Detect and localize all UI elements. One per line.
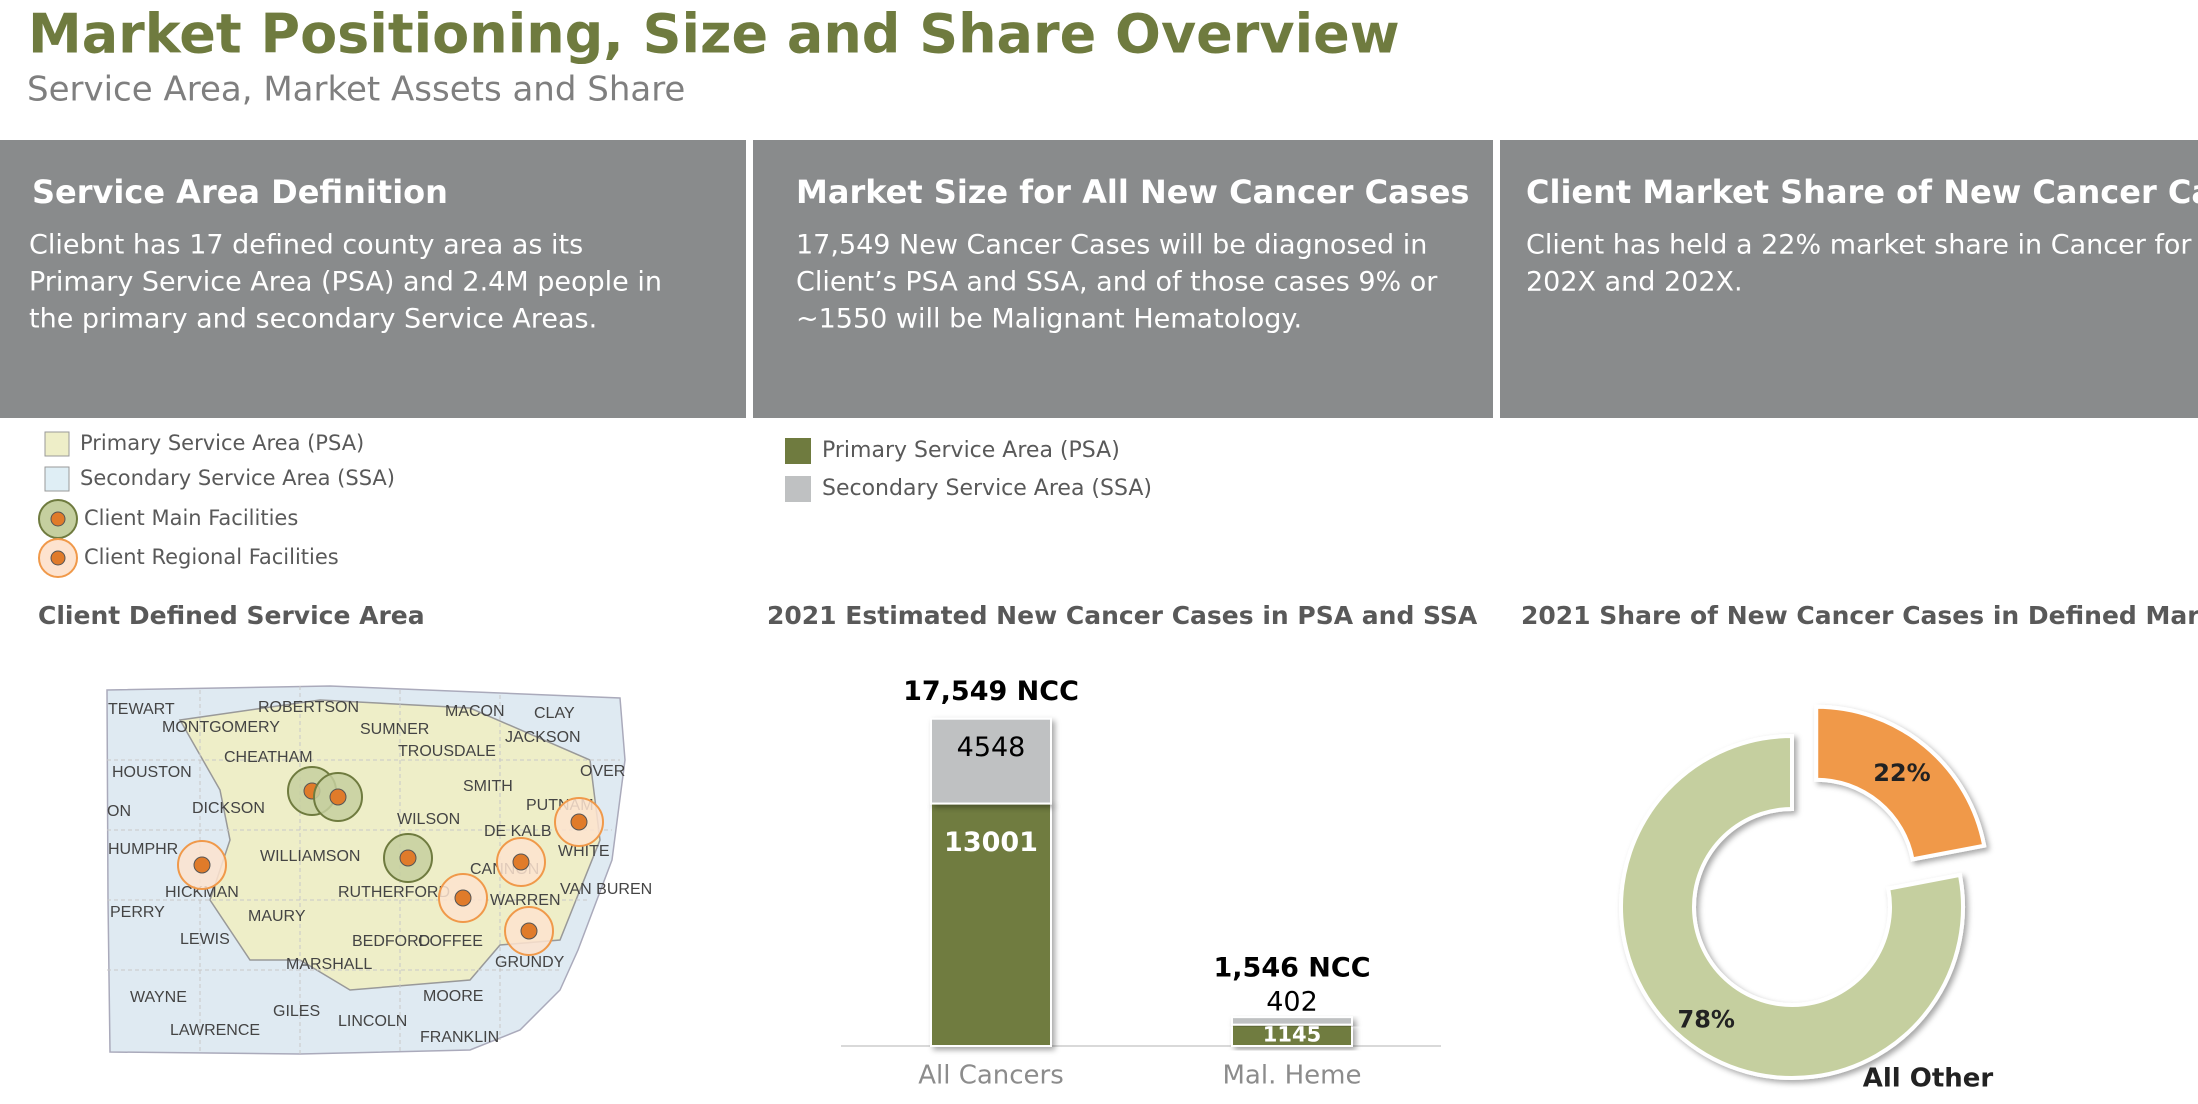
x-tick-label: All Cancers [918, 1061, 1064, 1091]
county-label: RUTHERFORD [338, 884, 450, 901]
panel-heading: Market Size for All New Cancer Cases [796, 173, 1469, 211]
county-label: FRANKLIN [420, 1029, 499, 1046]
county-label: MOORE [423, 988, 483, 1005]
county-label: SMITH [463, 778, 513, 795]
facility [329, 788, 347, 806]
county-label: JACKSON [505, 729, 581, 746]
county-label: LAWRENCE [170, 1022, 260, 1039]
county-label: DE KALB [484, 823, 552, 840]
panel-heading: Service Area Definition [32, 173, 448, 211]
value-label: 13001 [944, 827, 1038, 858]
total-label: 1,546 NCC [1213, 953, 1370, 984]
panel-text: Client has held a 22% market share in Ca… [1526, 230, 2192, 261]
x-tick-label: Mal. Heme [1223, 1061, 1362, 1091]
map-title: Client Defined Service Area [38, 601, 425, 630]
facility [193, 856, 211, 874]
county-label: HOUSTON [112, 764, 192, 781]
county-label: CHEATHAM [224, 749, 313, 766]
county-label: WAYNE [130, 989, 187, 1006]
legend-label: Client Regional Facilities [84, 545, 339, 569]
panel [1500, 140, 2198, 418]
county-label: COFFEE [418, 933, 483, 950]
county-label: LEWIS [180, 931, 230, 948]
panel [753, 140, 1493, 418]
county-label: LINCOLN [338, 1013, 407, 1030]
bar [930, 717, 1052, 805]
panel [0, 140, 746, 418]
county-label: GRUNDY [495, 954, 565, 971]
legend-swatch [44, 466, 70, 492]
bar [1231, 1016, 1353, 1026]
panel-text: 202X and 202X. [1526, 267, 1743, 298]
value-label: 1145 [1263, 1022, 1321, 1046]
county-label: VAN BUREN [560, 881, 652, 898]
legend-label: Secondary Service Area (SSA) [80, 466, 395, 490]
county-label: OVER [580, 763, 625, 780]
county-label: TROUSDALE [398, 743, 496, 760]
donut-slice [1814, 704, 1987, 862]
category-label: All Other [1863, 1064, 1994, 1094]
county-label: WILLIAMSON [260, 848, 360, 865]
panel-text: Primary Service Area (PSA) and 2.4M peop… [29, 267, 662, 298]
county-label: MACON [445, 703, 505, 720]
county-label: TEWART [108, 701, 175, 718]
legend-icon [50, 550, 66, 566]
value-label: 4548 [957, 732, 1026, 763]
county-label: CLAY [534, 705, 575, 722]
value-label: 402 [1266, 987, 1318, 1018]
facility [570, 813, 588, 831]
panel-text: Client’s PSA and SSA, and of those cases… [796, 267, 1438, 298]
facility [520, 922, 538, 940]
panel-heading: Client Market Share of New Cancer Cases [1526, 173, 2198, 211]
county-label: DICKSON [192, 800, 265, 817]
donut-slice [1619, 733, 1965, 1080]
panel-text: 17,549 New Cancer Cases will be diagnose… [796, 230, 1427, 261]
facility [454, 889, 472, 907]
county-label: MONTGOMERY [162, 719, 280, 736]
facility [512, 853, 530, 871]
county-label: ROBERTSON [258, 699, 359, 716]
value-label: 78% [1678, 1006, 1735, 1034]
county-label: SUMNER [360, 721, 429, 738]
panel-text: the primary and secondary Service Areas. [29, 304, 597, 335]
county-label: GILES [273, 1003, 320, 1020]
county-label: WILSON [397, 811, 460, 828]
value-label: 22% [1873, 759, 1930, 787]
legend-label: Primary Service Area (PSA) [80, 431, 364, 455]
chart-title: 2021 Share of New Cancer Cases in Define… [1521, 601, 2198, 630]
county-label: MAURY [248, 908, 306, 925]
panel-text: Cliebnt has 17 defined county area as it… [29, 230, 583, 261]
county-label: ON [107, 803, 131, 820]
county-label: WHITE [558, 843, 610, 860]
facility [399, 849, 417, 867]
legend-label: Primary Service Area (PSA) [822, 438, 1120, 463]
county-label: HUMPHR [108, 841, 178, 858]
bar [930, 802, 1052, 1048]
page-title: Market Positioning, Size and Share Overv… [28, 3, 1400, 66]
legend-label: Secondary Service Area (SSA) [822, 476, 1152, 501]
legend-icon [50, 511, 66, 527]
total-label: 17,549 NCC [903, 676, 1079, 707]
county-label: HICKMAN [165, 884, 239, 901]
chart-title: 2021 Estimated New Cancer Cases in PSA a… [767, 601, 1478, 630]
legend-label: Client Main Facilities [84, 506, 298, 530]
panel-text: ~1550 will be Malignant Hematology. [796, 304, 1302, 335]
county-label: MARSHALL [286, 956, 372, 973]
page-subtitle: Service Area, Market Assets and Share [27, 70, 685, 110]
county-label: PERRY [110, 904, 165, 921]
county-label: BEDFORD [352, 933, 430, 950]
legend-swatch [785, 438, 811, 464]
legend-swatch [785, 476, 811, 502]
county-label: WARREN [490, 892, 561, 909]
legend-swatch [44, 431, 70, 457]
